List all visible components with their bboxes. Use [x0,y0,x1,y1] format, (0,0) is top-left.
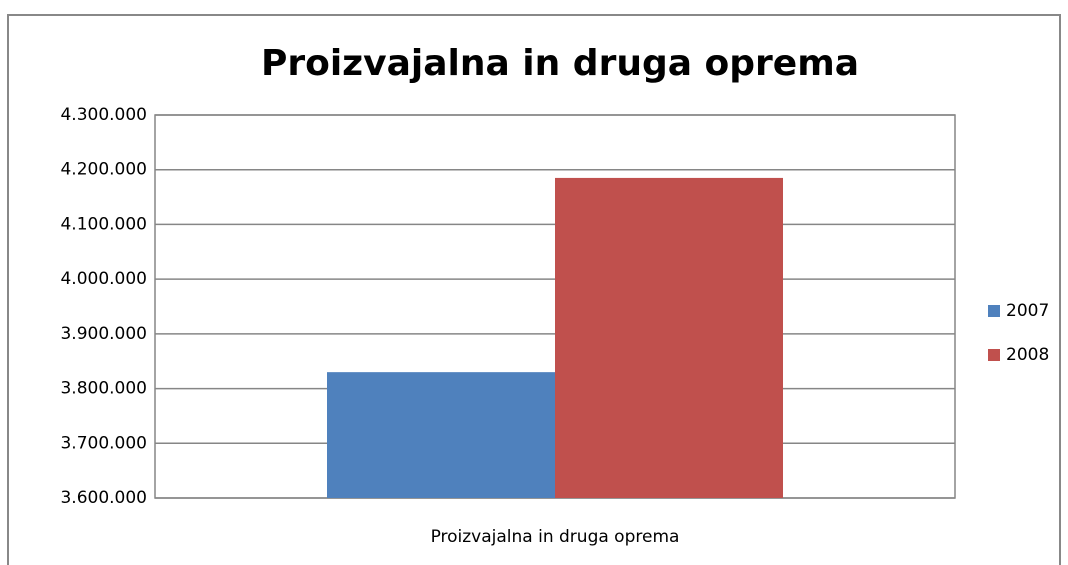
y-tick-label: 4.100.000 [60,214,147,234]
y-tick-label: 4.200.000 [60,160,147,180]
bar [555,177,783,498]
bar [327,372,555,498]
y-tick-label: 4.000.000 [60,269,147,289]
y-tick-label: 3.600.000 [60,488,147,508]
y-tick-label: 3.800.000 [60,379,147,399]
legend-label: 2008 [1006,345,1049,365]
legend-swatch [988,305,1000,317]
chart-title: Proizvajalna in druga oprema [261,43,859,84]
y-tick-label: 3.700.000 [60,433,147,453]
legend-swatch [988,349,1000,361]
y-tick-label: 4.300.000 [60,105,147,125]
legend-label: 2007 [1006,301,1049,321]
x-tick-label: Proizvajalna in druga oprema [431,527,680,547]
y-tick-label: 3.900.000 [60,324,147,344]
